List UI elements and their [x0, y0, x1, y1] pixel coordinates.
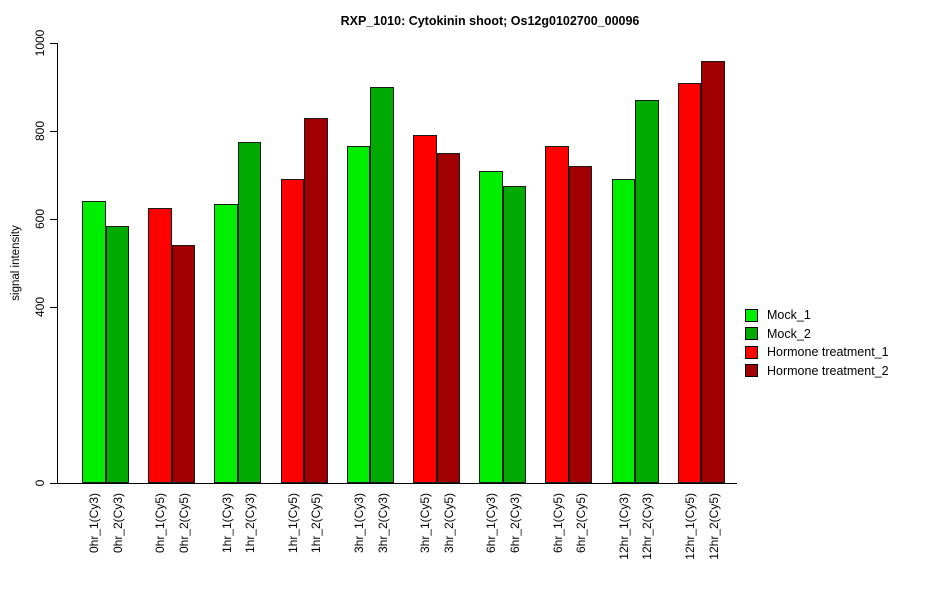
y-axis-tick	[50, 219, 57, 220]
x-tick-label: 6hr_1(Cy3)	[484, 493, 499, 554]
legend-row: Mock_2	[745, 325, 889, 344]
legend-label: Hormone treatment_1	[767, 345, 889, 360]
x-tick-label: 1hr_1(Cy3)	[219, 493, 234, 554]
legend-label: Mock_1	[767, 308, 811, 323]
x-tick-label: 6hr_2(Cy3)	[507, 493, 522, 554]
x-tick-label: 6hr_2(Cy5)	[574, 493, 589, 554]
legend: Mock_1 Mock_2 Hormone treatment_1 Hormone t…	[745, 306, 889, 380]
legend-row: Mock_1	[745, 306, 889, 325]
legend-swatch-icon	[745, 308, 758, 322]
x-tick-label: 1hr_2(Cy3)	[243, 493, 258, 554]
y-axis-tick	[50, 483, 57, 484]
bar-12hr_1(Cy3)	[611, 179, 636, 483]
bar-3hr_1(Cy5)	[413, 135, 437, 483]
bar-12hr_1(Cy5)	[677, 82, 702, 483]
y-axis-tick	[50, 131, 57, 132]
x-tick-label: 0hr_2(Cy5)	[176, 493, 191, 554]
x-tick-label: 0hr_1(Cy3)	[87, 493, 102, 554]
bar-6hr_2(Cy5)	[568, 166, 593, 483]
legend-row: Hormone treatment_1	[745, 343, 889, 362]
y-axis-tick	[50, 43, 57, 44]
legend-swatch-icon	[745, 345, 758, 359]
bar-6hr_1(Cy3)	[479, 170, 503, 483]
bar-3hr_2(Cy3)	[370, 87, 394, 483]
legend-label: Mock_2	[767, 326, 811, 341]
x-tick-label: 1hr_1(Cy5)	[285, 493, 300, 554]
bar-0hr_1(Cy5)	[148, 208, 172, 483]
x-tick-label: 3hr_2(Cy3)	[375, 493, 390, 554]
x-tick-label: 12hr_2(Cy3)	[640, 493, 655, 560]
x-tick-label: 0hr_1(Cy5)	[153, 493, 168, 554]
x-tick-label: 12hr_1(Cy3)	[616, 493, 631, 560]
bar-1hr_2(Cy5)	[304, 117, 328, 483]
bar-1hr_1(Cy5)	[280, 179, 305, 483]
x-tick-label: 3hr_1(Cy3)	[352, 493, 367, 554]
legend-swatch-icon	[745, 327, 758, 341]
y-tick-label: 1000	[33, 29, 47, 57]
y-tick-label: 0	[33, 479, 47, 487]
bar-0hr_1(Cy3)	[82, 201, 106, 483]
y-tick-label: 800	[33, 120, 47, 142]
x-tick-label: 3hr_1(Cy5)	[418, 493, 433, 554]
x-tick-label: 0hr_2(Cy3)	[110, 493, 125, 554]
y-tick-label: 400	[33, 296, 47, 318]
x-tick-label: 1hr_2(Cy5)	[309, 493, 324, 554]
bar-12hr_2(Cy5)	[701, 60, 725, 483]
bar-12hr_2(Cy3)	[635, 100, 659, 483]
legend-swatch-icon	[745, 364, 758, 378]
chart-title: RXP_1010: Cytokinin shoot; Os12g0102700_…	[340, 14, 640, 28]
x-axis-line	[57, 483, 737, 484]
bar-3hr_1(Cy3)	[346, 146, 371, 483]
bar-0hr_2(Cy5)	[171, 245, 196, 483]
legend-row: Hormone treatment_2	[745, 362, 889, 381]
bar-3hr_2(Cy5)	[436, 153, 460, 483]
x-tick-label: 12hr_1(Cy5)	[683, 493, 698, 560]
bar-1hr_2(Cy3)	[237, 142, 262, 483]
x-tick-label: 12hr_2(Cy5)	[706, 493, 721, 560]
y-axis-line	[57, 43, 58, 484]
y-tick-label: 600	[33, 208, 47, 230]
y-axis-tick	[50, 307, 57, 308]
bar-6hr_2(Cy3)	[502, 186, 527, 483]
x-tick-label: 3hr_2(Cy5)	[441, 493, 456, 554]
bar-6hr_1(Cy5)	[545, 146, 569, 483]
legend-label: Hormone treatment_2	[767, 363, 889, 378]
bar-1hr_1(Cy3)	[214, 203, 238, 483]
bar-0hr_2(Cy3)	[105, 225, 129, 483]
x-tick-label: 6hr_1(Cy5)	[550, 493, 565, 554]
y-axis-title: signal intensity	[10, 225, 22, 301]
